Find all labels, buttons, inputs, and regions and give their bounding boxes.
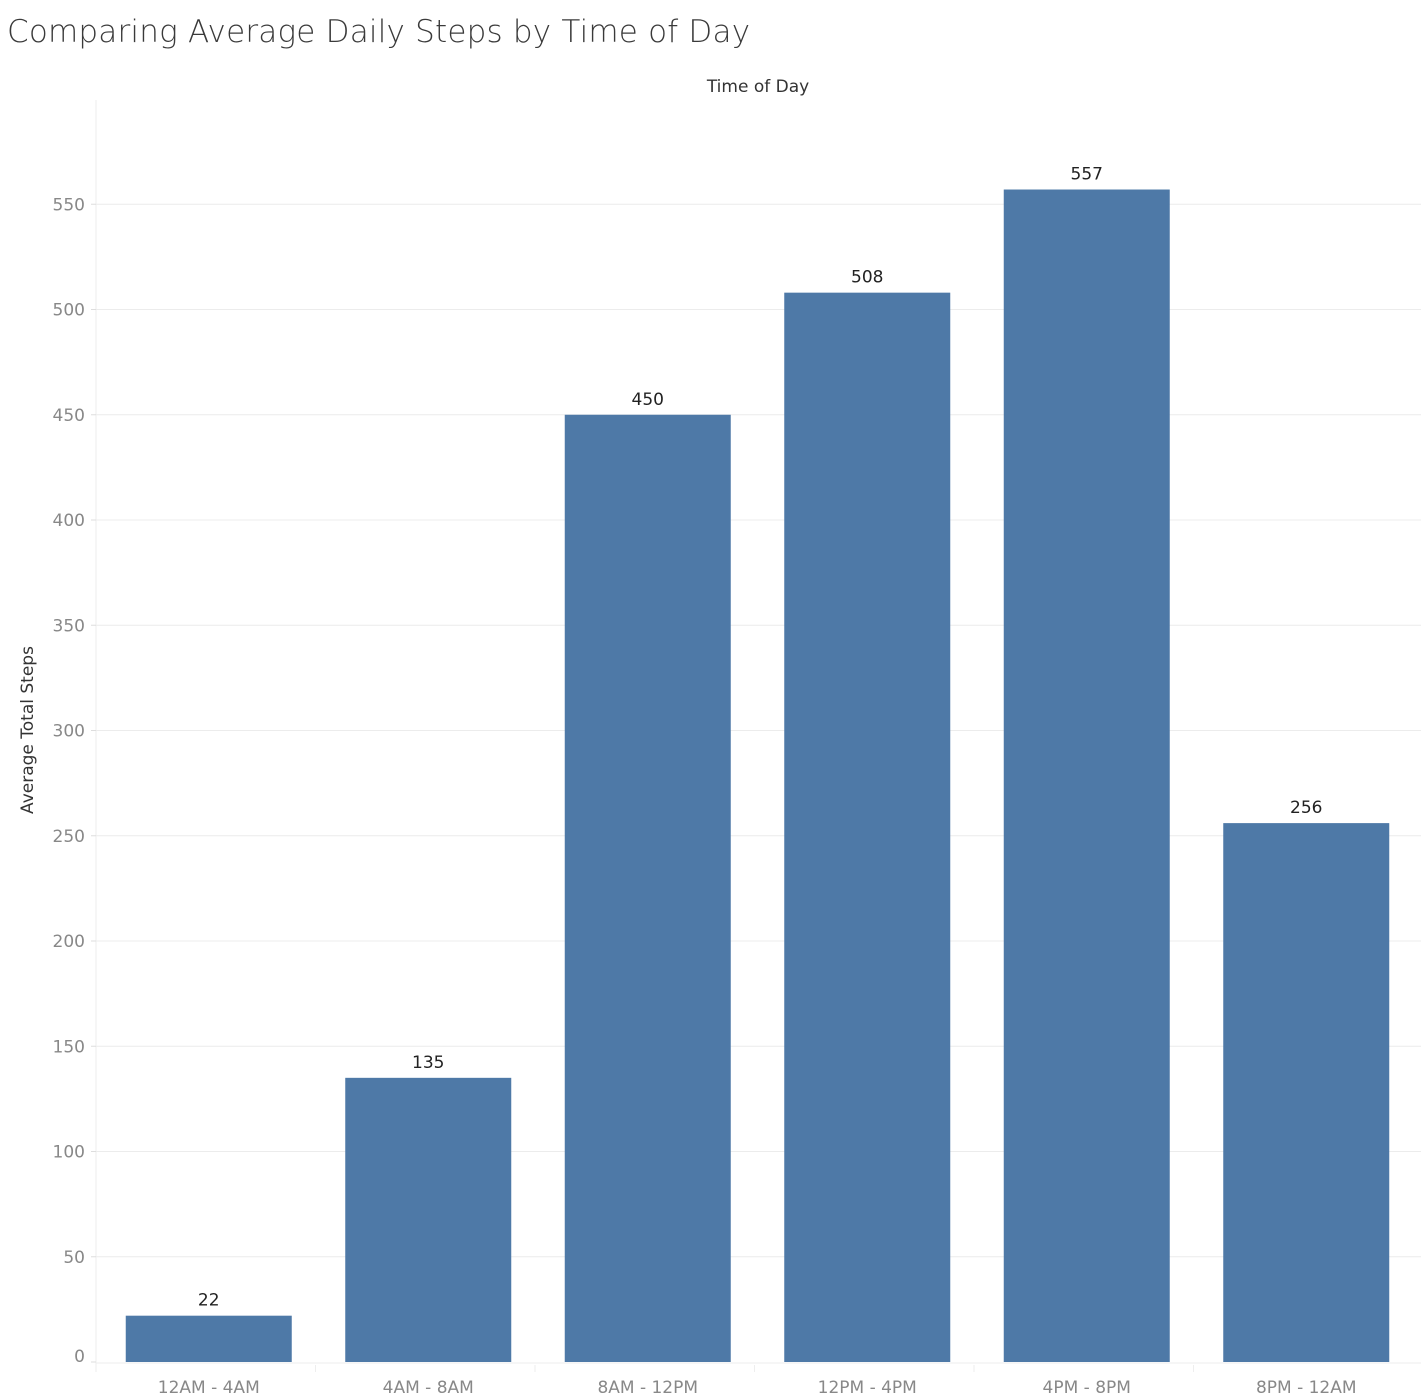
y-tick-label: 250: [53, 827, 85, 847]
y-tick-label: 100: [53, 1143, 85, 1163]
bar: [345, 1077, 512, 1362]
y-axis-title: Average Total Steps: [18, 646, 38, 814]
y-tick-label: 350: [53, 616, 85, 636]
bar: [1223, 823, 1390, 1362]
axes: Time of Day Average Total Steps: [18, 77, 809, 814]
y-tick-label: 50: [63, 1248, 85, 1268]
y-tick-label: 300: [53, 722, 85, 742]
x-tick-labels: 12AM - 4AM 4AM - 8AM 8AM - 12PM 12PM - 4PM 4…: [158, 1365, 1357, 1398]
y-tick-label: 500: [53, 301, 85, 321]
x-tick-label: 12AM - 4AM: [158, 1378, 260, 1398]
bar: [125, 1315, 292, 1362]
data-label: 557: [1071, 165, 1103, 185]
y-tick-label: 200: [53, 932, 85, 952]
chart-title: Comparing Average Daily Steps by Time of…: [7, 14, 751, 50]
bar: [784, 292, 951, 1362]
y-tick-label: 150: [53, 1037, 85, 1057]
y-tick-label: 550: [53, 195, 85, 215]
bar: [564, 414, 731, 1362]
x-tick-label: 4PM - 8PM: [1043, 1378, 1131, 1398]
x-tick-label: 4AM - 8AM: [383, 1378, 474, 1398]
bar: [1003, 189, 1170, 1362]
data-label: 450: [632, 390, 664, 410]
data-label: 256: [1290, 798, 1322, 818]
data-label: 22: [198, 1291, 220, 1311]
x-tick-label: 8AM - 12PM: [597, 1378, 698, 1398]
x-tick-label: 8PM - 12AM: [1256, 1378, 1357, 1398]
y-tick-label: 0: [74, 1347, 85, 1367]
x-axis-title: Time of Day: [706, 77, 809, 97]
data-labels: 22 135 450 508 557 256: [198, 165, 1323, 1311]
y-tick-label: 400: [53, 511, 85, 531]
data-label: 508: [851, 268, 883, 288]
x-tick-label: 12PM - 4PM: [818, 1378, 917, 1398]
data-label: 135: [412, 1053, 444, 1073]
gridlines: [95, 100, 1421, 1372]
y-tick-labels: 0 50 100 150 200 250 300 350 400 450 500 550: [53, 195, 96, 1367]
y-tick-label: 450: [53, 406, 85, 426]
bars: [125, 189, 1390, 1362]
